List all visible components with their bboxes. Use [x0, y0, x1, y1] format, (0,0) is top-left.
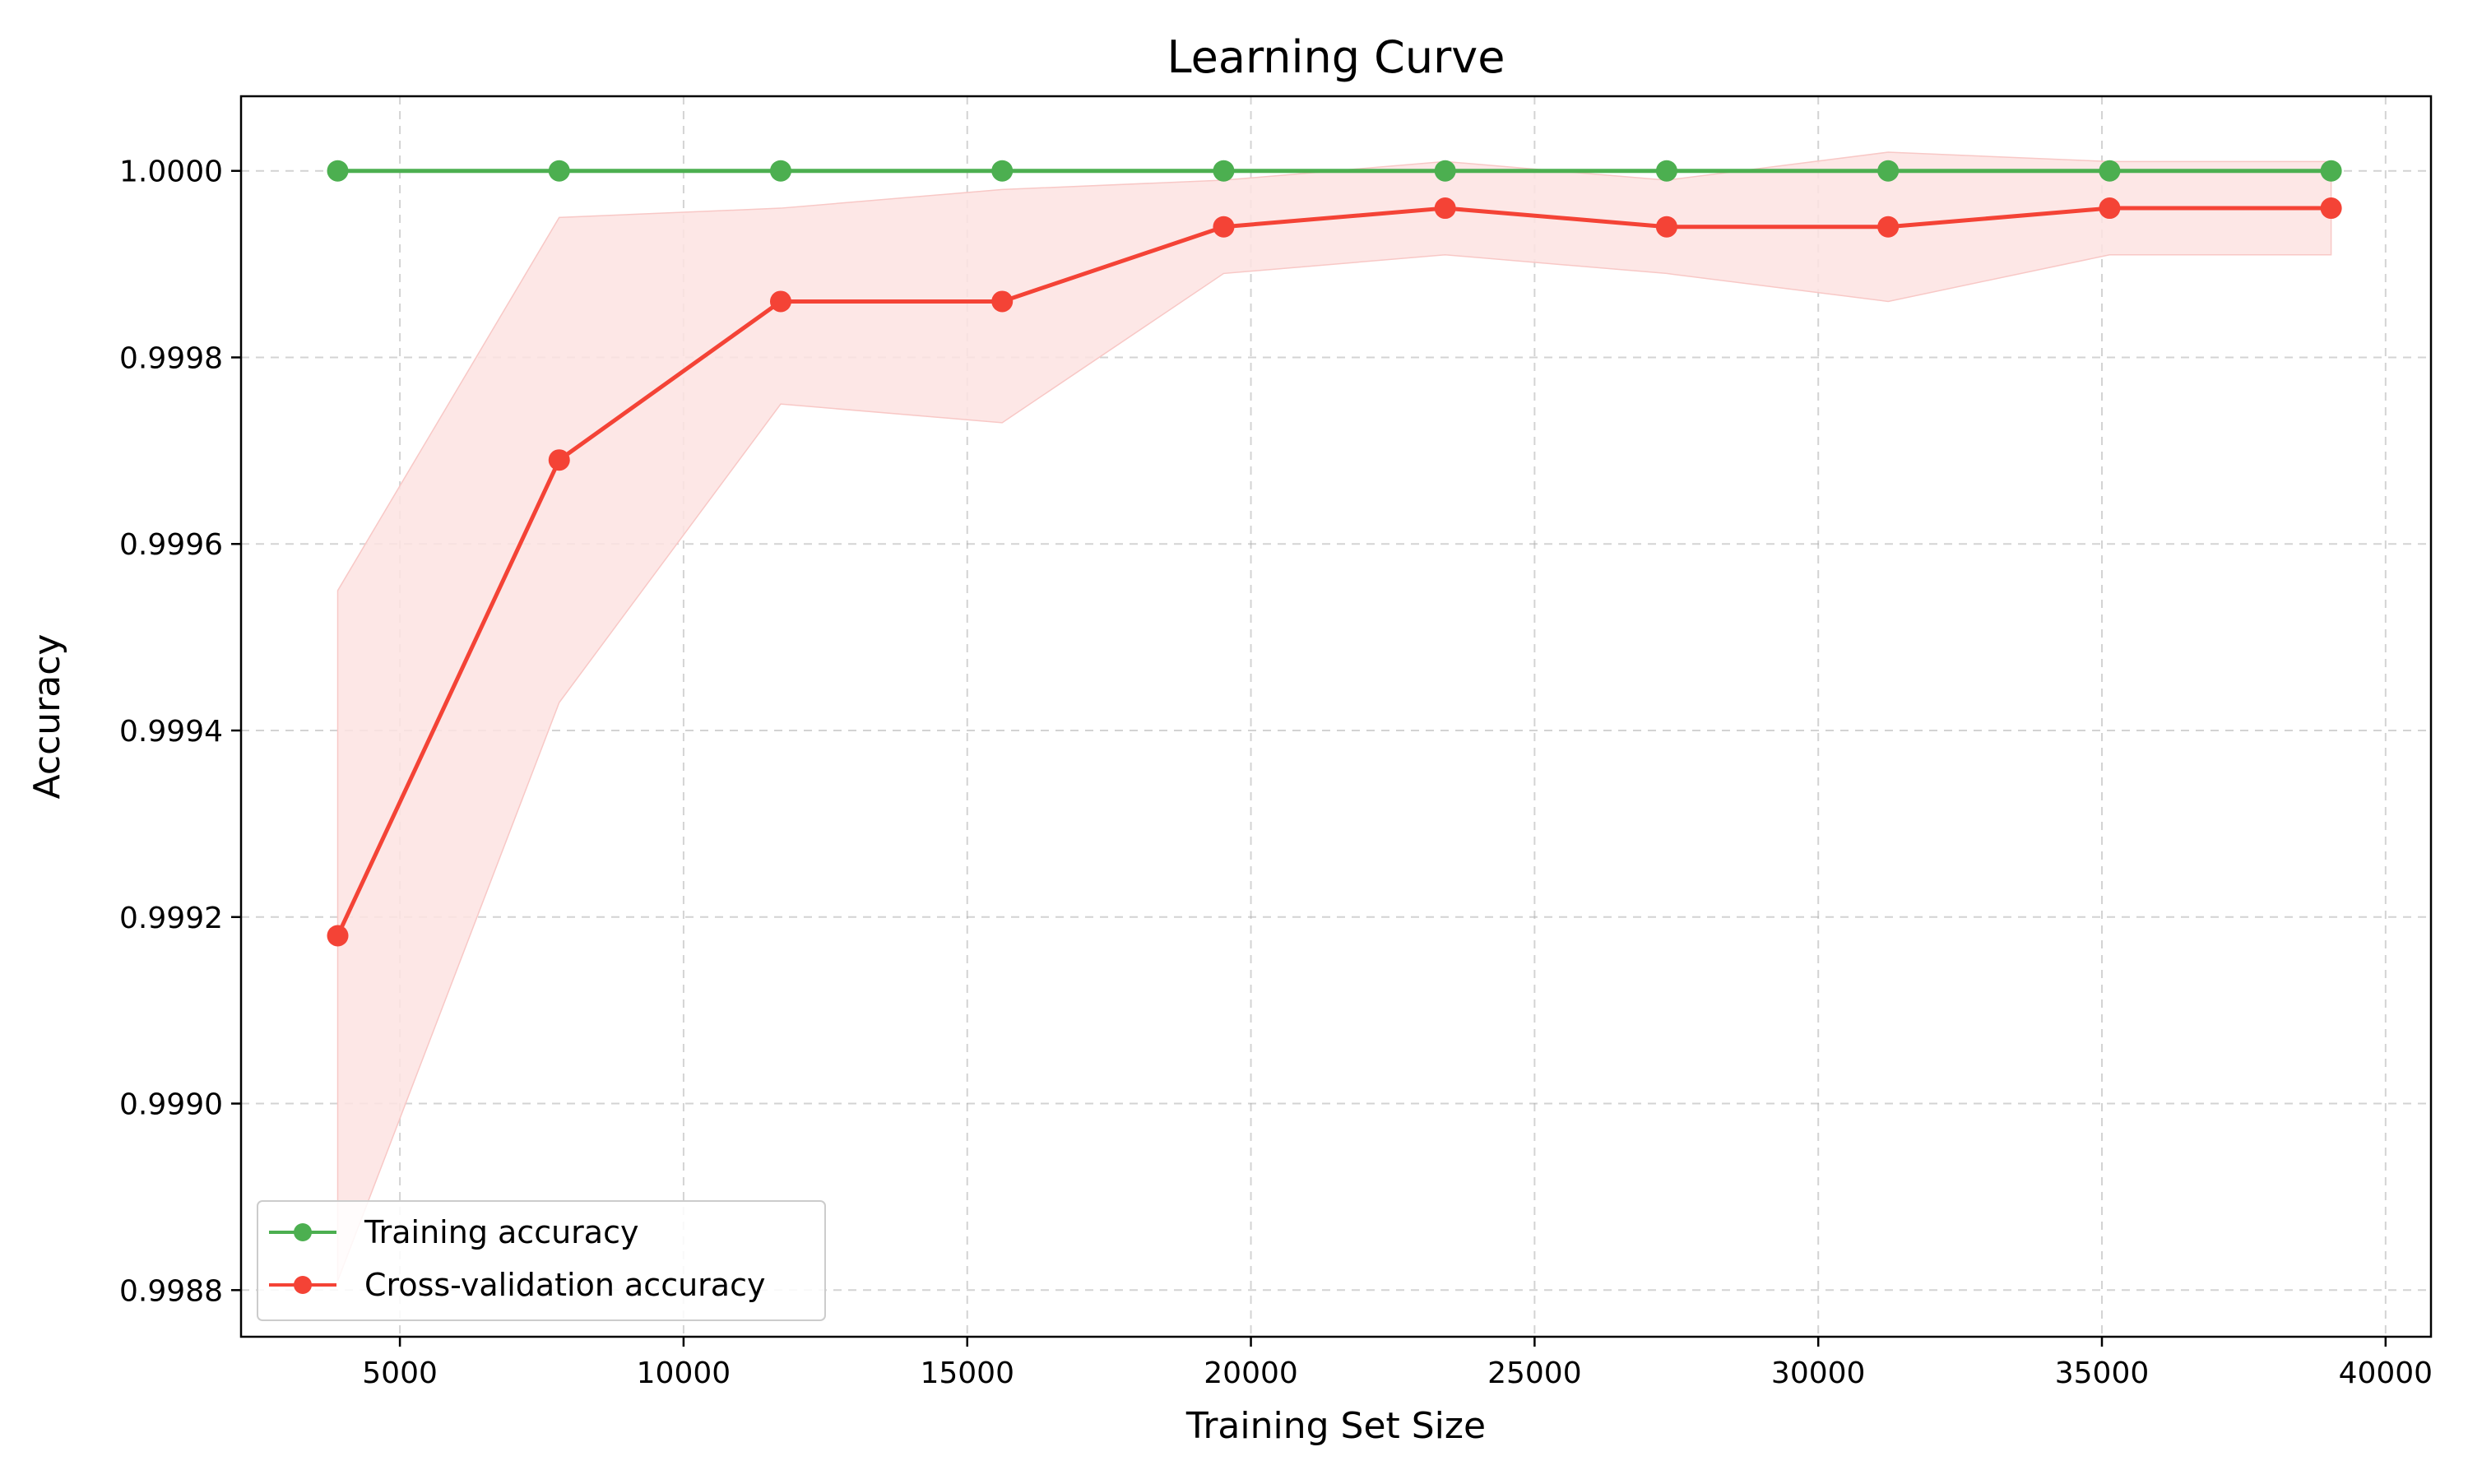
- legend: Training accuracy Cross-validation accur…: [257, 1200, 826, 1321]
- legend-box: [257, 1200, 826, 1321]
- cross-validation-accuracy-point: [2099, 197, 2121, 220]
- x-tick-label: 30000: [1771, 1356, 1866, 1390]
- x-tick-label: 20000: [1204, 1356, 1298, 1390]
- cross-validation-accuracy-point: [548, 449, 570, 471]
- band-layer: [336, 151, 2332, 1282]
- cross-validation-accuracy-point: [327, 925, 349, 947]
- training-accuracy-point: [1213, 160, 1235, 182]
- y-axis-label: Accuracy: [26, 634, 68, 800]
- legend-item-training: Training accuracy: [269, 1214, 638, 1250]
- legend-item-cross-validation: Cross-validation accuracy: [269, 1267, 765, 1303]
- y-tick-label: 0.9988: [119, 1274, 223, 1308]
- legend-marker-cross-validation: [294, 1276, 312, 1294]
- legend-marker-training: [294, 1223, 312, 1241]
- x-tick-label: 25000: [1487, 1356, 1582, 1390]
- series-layer: [327, 160, 2342, 947]
- training-accuracy-point: [769, 160, 791, 182]
- x-tick-label: 35000: [2055, 1356, 2150, 1390]
- x-axis-label: Training Set Size: [1185, 1405, 1486, 1447]
- training-accuracy-point: [548, 160, 570, 182]
- legend-label-cross-validation: Cross-validation accuracy: [364, 1267, 765, 1303]
- cross-validation-accuracy-point: [991, 290, 1014, 313]
- y-tick-label: 0.9994: [119, 715, 223, 749]
- training-accuracy-point: [327, 160, 349, 182]
- cross-validation-accuracy-point: [1434, 197, 1456, 220]
- plot-frame: [239, 95, 2433, 1338]
- training-accuracy-point: [2320, 160, 2342, 182]
- y-tick-label: 1.0000: [119, 155, 223, 189]
- y-tick-label: 0.9996: [119, 528, 223, 562]
- x-tick-label: 15000: [920, 1356, 1014, 1390]
- cross-validation-accuracy-point: [769, 290, 791, 313]
- x-tick-label: 10000: [637, 1356, 731, 1390]
- x-tick-label: 40000: [2339, 1356, 2433, 1390]
- cross-validation-accuracy-band: [336, 151, 2332, 1282]
- cross-validation-accuracy-point: [2320, 197, 2342, 220]
- cross-validation-accuracy-point: [1213, 216, 1235, 238]
- y-tick-label: 0.9990: [119, 1088, 223, 1122]
- cross-validation-accuracy-point: [1655, 216, 1677, 238]
- y-tick-label: 0.9998: [119, 341, 223, 375]
- cross-validation-accuracy-point: [1877, 216, 1900, 238]
- training-accuracy-point: [1434, 160, 1456, 182]
- legend-label-training: Training accuracy: [364, 1214, 638, 1250]
- training-accuracy-point: [1655, 160, 1677, 182]
- chart-title: Learning Curve: [1167, 31, 1505, 83]
- tick-layer: 5000 10000 15000 20000 25000 30000 35000 40000 0…: [119, 155, 2433, 1390]
- training-accuracy-point: [2099, 160, 2121, 182]
- x-tick-label: 5000: [362, 1356, 438, 1390]
- y-tick-label: 0.9992: [119, 902, 223, 935]
- cross-validation-accuracy-line: [336, 206, 2331, 937]
- training-accuracy-point: [991, 160, 1014, 182]
- training-accuracy-point: [1877, 160, 1900, 182]
